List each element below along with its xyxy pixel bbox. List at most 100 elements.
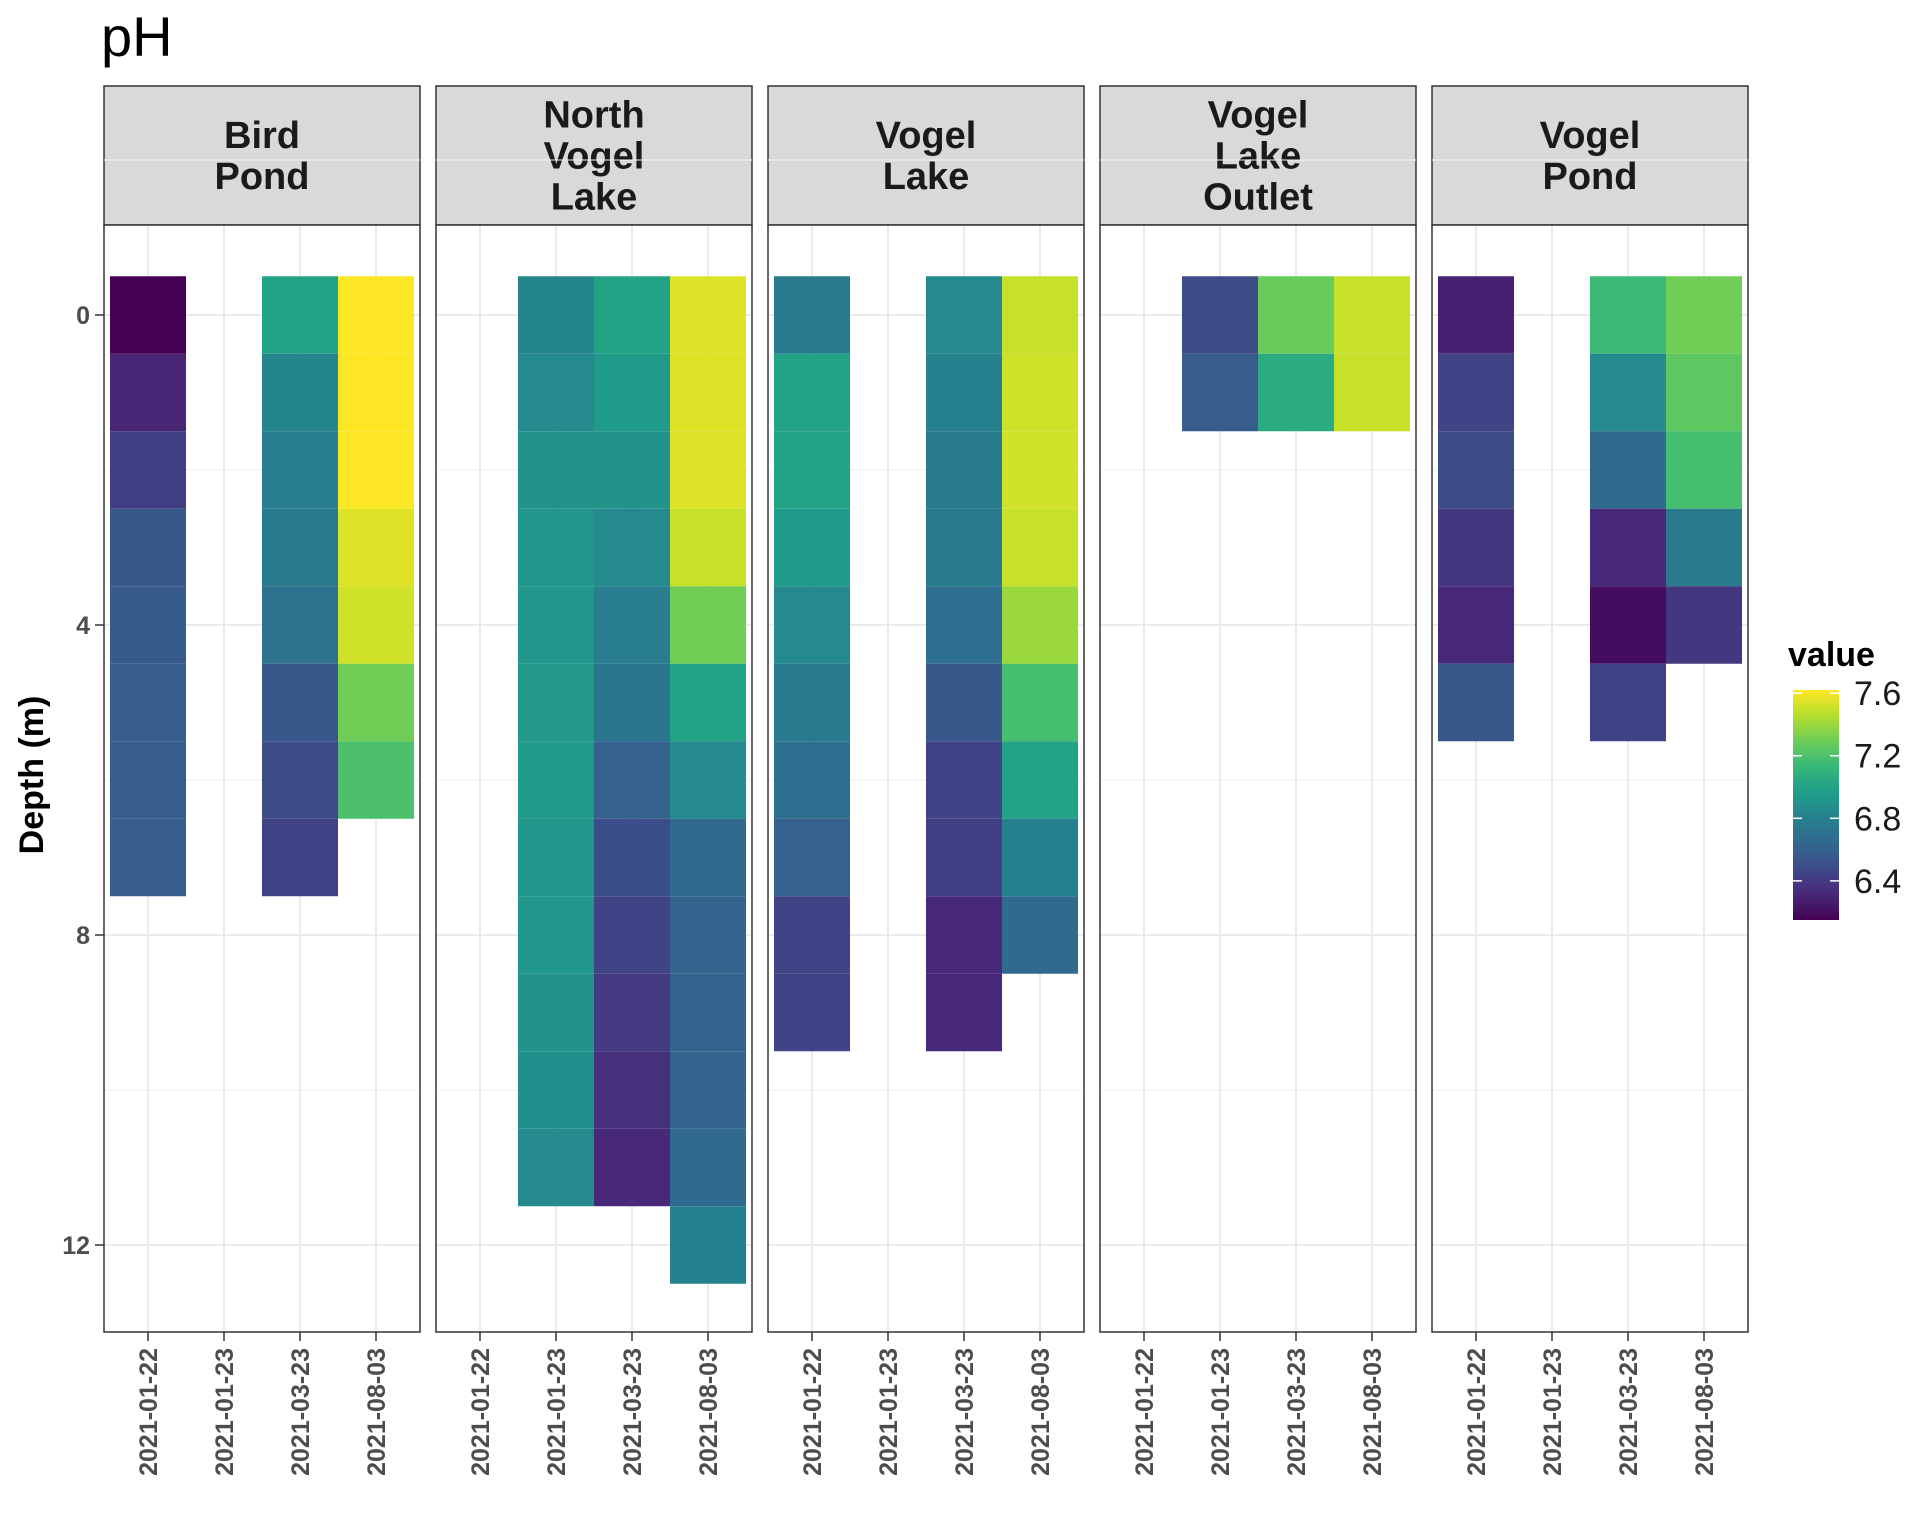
heatmap-tile: [774, 586, 850, 664]
heatmap-tile: [110, 818, 186, 897]
heatmap-tile: [1590, 276, 1666, 354]
heatmap-tile: [594, 1128, 670, 1207]
heatmap-tile: [670, 1051, 746, 1129]
x-tick-label: 2021-01-23: [1207, 1348, 1235, 1476]
heatmap-tile: [1002, 276, 1078, 354]
heatmap-tile: [1002, 663, 1078, 742]
heatmap-tile: [1334, 353, 1410, 432]
x-tick-label: 2021-01-23: [543, 1348, 571, 1476]
heatmap-tiles: [518, 276, 746, 1284]
y-tick-label: 8: [76, 922, 90, 950]
heatmap-tile: [518, 896, 594, 974]
panel-border: [1431, 224, 1749, 1333]
legend-colorbar: [1793, 690, 1839, 920]
x-tick-label: 2021-01-23: [875, 1348, 903, 1476]
heatmap-tile: [594, 276, 670, 354]
heatmap-tile: [1438, 431, 1514, 509]
heatmap-tile: [1002, 508, 1078, 587]
panel-border: [103, 224, 421, 1333]
heatmap-tile: [594, 508, 670, 587]
heatmap-tile: [1334, 276, 1410, 354]
heatmap-tile: [594, 973, 670, 1052]
x-tick-label: 2021-01-23: [1539, 1348, 1567, 1476]
heatmap-tile: [518, 353, 594, 432]
x-tick-label: 2021-03-23: [1283, 1348, 1311, 1476]
x-tick-label: 2021-03-23: [287, 1348, 315, 1476]
heatmap-tile: [1002, 431, 1078, 509]
heatmap-tile: [338, 431, 414, 509]
heatmap-tile: [1438, 508, 1514, 587]
heatmap-tile: [518, 1051, 594, 1129]
heatmap-tile: [1590, 508, 1666, 587]
heatmap-tile: [670, 973, 746, 1052]
x-tick-label: 2021-08-03: [1027, 1348, 1055, 1476]
x-tick-label: 2021-01-23: [211, 1348, 239, 1476]
heatmap-tile: [518, 818, 594, 897]
facet-strip-label: Lake: [883, 156, 970, 198]
heatmap-tile: [1258, 353, 1334, 432]
x-tick-label: 2021-03-23: [619, 1348, 647, 1476]
x-tick-label: 2021-03-23: [1615, 1348, 1643, 1476]
x-tick-label: 2021-01-22: [1131, 1348, 1159, 1476]
heatmap-tile: [338, 741, 414, 819]
heatmap-tile: [110, 508, 186, 587]
heatmap-tile: [670, 741, 746, 819]
heatmap-tile: [1002, 741, 1078, 819]
heatmap-tile: [110, 663, 186, 742]
heatmap-tile: [774, 818, 850, 897]
heatmap-tile: [594, 818, 670, 897]
heatmap-tile: [110, 741, 186, 819]
heatmap-tile: [1438, 353, 1514, 432]
heatmap-tile: [670, 663, 746, 742]
legend-label: 6.4: [1854, 863, 1901, 901]
heatmap-tile: [670, 818, 746, 897]
heatmap-tile: [1666, 276, 1742, 354]
heatmap-tile: [926, 586, 1002, 664]
heatmap-tile: [774, 973, 850, 1052]
heatmap-tile: [518, 276, 594, 354]
chart-title: pH: [101, 5, 173, 68]
heatmap-tile: [1258, 276, 1334, 354]
heatmap-tile: [926, 663, 1002, 742]
heatmap-tile: [1182, 353, 1258, 432]
heatmap-tile: [262, 663, 338, 742]
heatmap-tile: [1438, 586, 1514, 664]
heatmap-tile: [110, 431, 186, 509]
facet-strip-label: Vogel: [876, 115, 977, 157]
heatmap-tile: [926, 818, 1002, 897]
heatmap-tile: [926, 276, 1002, 354]
x-tick-label: 2021-08-03: [363, 1348, 391, 1476]
facet-strip-label: Lake: [1215, 136, 1302, 178]
x-tick-label: 2021-01-22: [135, 1348, 163, 1476]
heatmap-tiles: [1438, 276, 1742, 742]
heatmap-tile: [594, 353, 670, 432]
heatmap-tile: [338, 508, 414, 587]
heatmap-tile: [926, 741, 1002, 819]
heatmap-tile: [1590, 663, 1666, 742]
heatmap-tile: [774, 353, 850, 432]
heatmap-tile: [594, 663, 670, 742]
heatmap-tile: [670, 896, 746, 974]
heatmap-tile: [1666, 431, 1742, 509]
facet-strip: [767, 85, 1085, 226]
heatmap-tile: [670, 431, 746, 509]
heatmap-tile: [670, 276, 746, 354]
heatmap-tile: [338, 353, 414, 432]
heatmap-tile: [594, 586, 670, 664]
heatmap-tile: [338, 276, 414, 354]
panel-border: [767, 224, 1085, 1333]
heatmap-tile: [926, 973, 1002, 1052]
facet-strip-label: Vogel: [1540, 115, 1641, 157]
facet-strip-label: Vogel: [544, 136, 645, 178]
heatmap-tile: [1666, 508, 1742, 587]
heatmap-tile: [594, 741, 670, 819]
heatmap-tile: [1438, 663, 1514, 742]
heatmap-tile: [1590, 353, 1666, 432]
heatmap-tile: [1002, 896, 1078, 974]
heatmap-tile: [518, 508, 594, 587]
heatmap-tile: [110, 353, 186, 432]
